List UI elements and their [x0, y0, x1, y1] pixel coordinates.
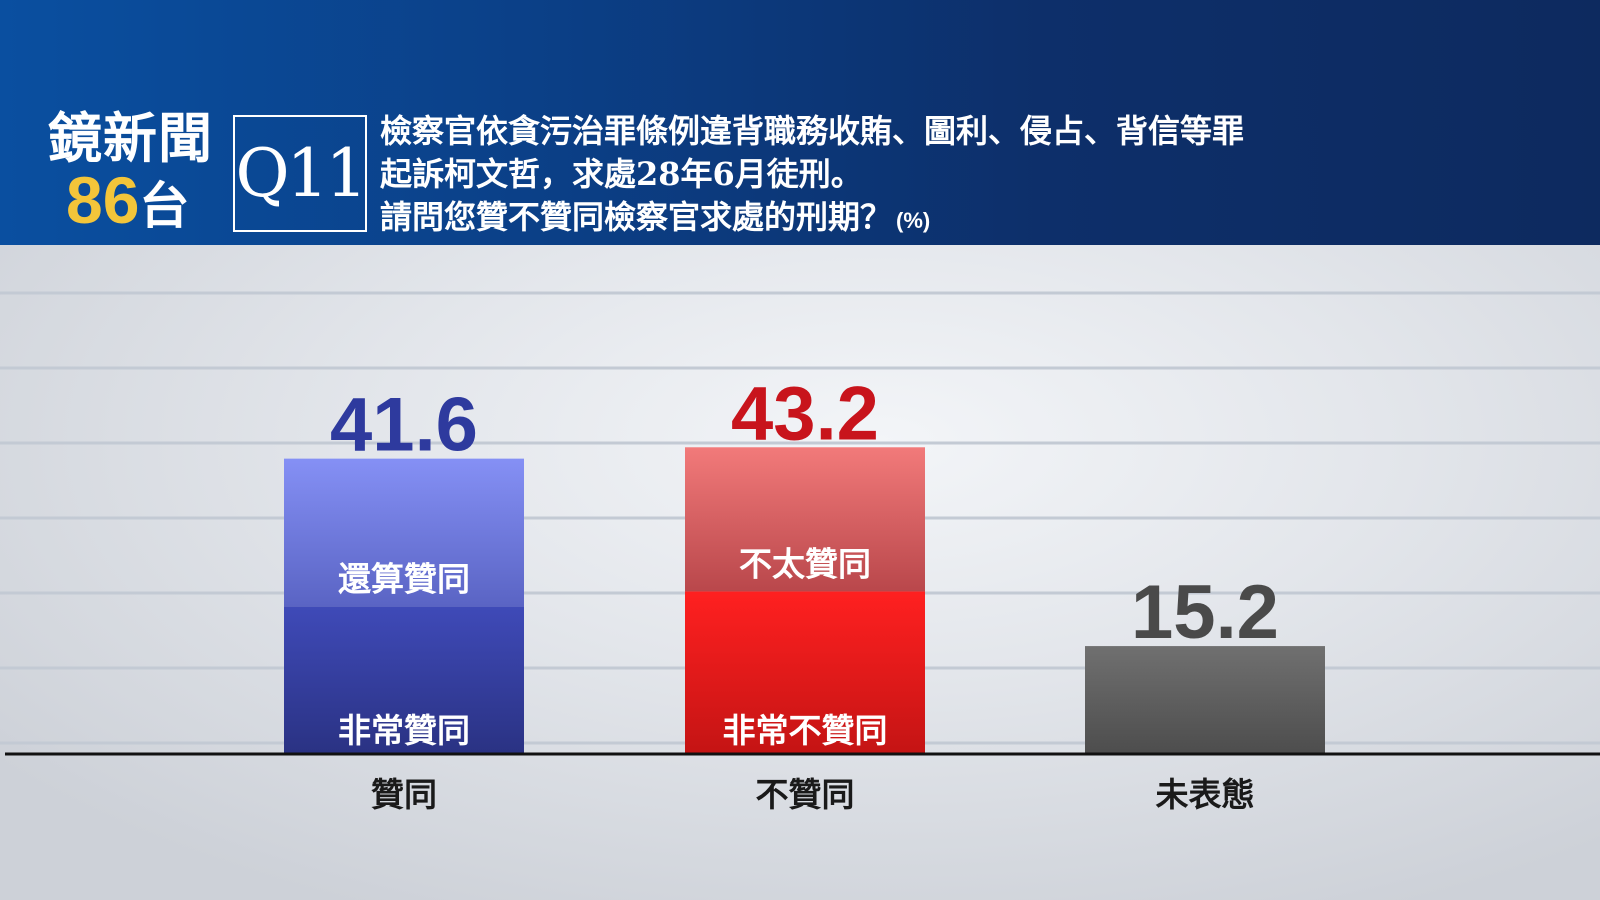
category-label-neutral: 未表態 [1156, 775, 1255, 814]
segment-label-disagree-2: 不太贊同 [739, 544, 871, 583]
logo-channel-char: 台 [139, 176, 190, 235]
value-label-neutral: 15.2 [1131, 570, 1279, 655]
segment-label-agree-1: 非常贊同 [338, 711, 470, 750]
bar-agree-segment-2 [284, 458, 524, 607]
unit-label: (%) [896, 208, 931, 233]
chart-area: 非常贊同 還算贊同 41.6 贊同 非常不贊同 不太贊同 43.2 不贊同 15.2 未表態 [0, 245, 1600, 900]
value-label-disagree: 43.2 [731, 371, 879, 456]
segment-label-agree-2: 還算贊同 [338, 559, 470, 598]
bar-agree-segment-1 [284, 606, 524, 754]
logo-channel-number: 86 [66, 163, 140, 237]
bar-disagree-segment-1 [685, 591, 925, 754]
logo-title: 鏡新聞 [48, 106, 213, 170]
value-label-agree: 41.6 [330, 383, 478, 468]
labels: 非常贊同 還算贊同 41.6 贊同 非常不贊同 不太贊同 43.2 不贊同 15.2 未表態 [330, 371, 1279, 814]
question-number: Q11 [233, 115, 368, 232]
question-line-2: 起訴柯文哲，求處28年6月徒刑。 [380, 155, 863, 193]
bar-chart: 非常贊同 還算贊同 41.6 贊同 非常不贊同 不太贊同 43.2 不贊同 15.2 未表態 [0, 291, 1600, 814]
bar-neutral-segment-1 [1085, 646, 1325, 754]
bar-disagree-segment-2 [685, 447, 925, 592]
category-label-agree: 贊同 [371, 775, 437, 814]
category-label-disagree: 不贊同 [756, 775, 855, 814]
bars [284, 447, 1325, 754]
question-text: 檢察官依貪污治罪條例違背職務收賄、圖利、侵占、背信等罪 起訴柯文哲，求處28年6… [380, 110, 1380, 242]
header-banner: 鏡新聞 86台 Q11 檢察官依貪污治罪條例違背職務收賄、圖利、侵占、背信等罪 … [0, 0, 1600, 245]
question-line-1: 檢察官依貪污治罪條例違背職務收賄、圖利、侵占、背信等罪 [380, 112, 1245, 150]
question-line-3: 請問您贊不贊同檢察官求處的刑期？ (%) [380, 196, 1380, 242]
segment-label-disagree-1: 非常不贊同 [723, 711, 888, 750]
question-line-3-text: 請問您贊不贊同檢察官求處的刑期？ [380, 198, 893, 236]
logo-channel: 86台 [66, 167, 190, 250]
